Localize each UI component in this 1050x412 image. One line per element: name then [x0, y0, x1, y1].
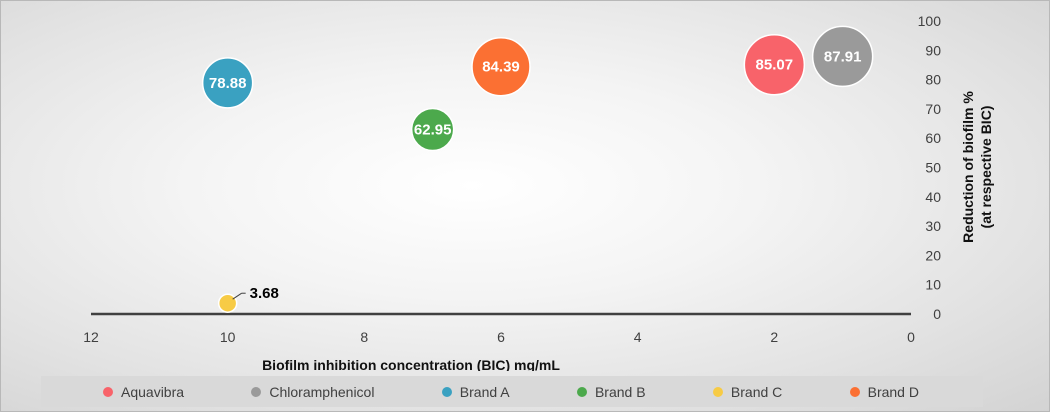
legend-label: Aquavibra	[121, 383, 185, 400]
x-tick-label: 6	[497, 329, 505, 345]
data-label-leader-line	[232, 292, 242, 300]
bubble-data-label: 84.39	[482, 59, 520, 76]
legend-item-chloramphenicol: Chloramphenicol	[251, 384, 374, 400]
bubble-chloramphenicol	[811, 25, 874, 88]
y-tick-label: 20	[925, 247, 941, 263]
legend-marker-icon	[251, 386, 262, 397]
legend-label: Chloramphenicol	[269, 383, 375, 400]
bubble-data-label: 85.07	[756, 57, 794, 74]
legend-item-brand-d: Brand D	[849, 383, 919, 400]
x-tick-label: 4	[634, 329, 642, 345]
bubble-data-label: 87.91	[824, 48, 862, 65]
legend-marker-icon	[576, 386, 587, 397]
legend-label: Brand C	[730, 383, 783, 400]
bubble-data-label: 62.95	[414, 122, 452, 139]
x-tick-label: 2	[770, 329, 778, 345]
legend-label: Brand D	[867, 383, 919, 400]
x-tick-label: 10	[220, 329, 236, 345]
legend-marker-icon	[103, 386, 113, 397]
bubble-brand-b	[410, 107, 455, 152]
bubble-data-label: 78.88	[209, 75, 247, 92]
y-tick-label: 10	[925, 277, 941, 293]
x-axis-title: Biofilm inhibition concentration (BIC) m…	[262, 357, 560, 371]
bubble-aquavibra	[743, 33, 806, 96]
legend-item-brand-c: Brand C	[712, 383, 783, 400]
y-tick-label: 80	[925, 72, 941, 88]
legend-label: Brand A	[459, 383, 510, 400]
chart-legend: Aquavibra Chloramphenicol Brand A Brand …	[41, 376, 983, 407]
bubble-brand-c	[217, 293, 238, 313]
legend-marker-icon	[712, 386, 723, 397]
y-tick-label: 0	[933, 306, 941, 322]
legend-item-brand-a: Brand A	[441, 383, 510, 400]
legend-item-aquavibra: Aquavibra	[103, 384, 184, 400]
y-tick-label: 100	[918, 13, 942, 29]
y-tick-label: 50	[925, 160, 941, 176]
y-tick-label: 30	[925, 218, 941, 234]
x-tick-label: 8	[360, 329, 368, 345]
y-tick-label: 90	[925, 42, 941, 58]
legend-label: Brand B	[594, 383, 646, 400]
bubble-brand-d	[471, 36, 531, 97]
legend-marker-icon	[441, 386, 452, 397]
x-tick-label: 12	[83, 329, 99, 345]
bubble-brand-a	[201, 57, 254, 109]
y-axis-title: Reduction of biofilm % (at respective BIC…	[960, 91, 994, 243]
x-tick-label: 0	[907, 329, 915, 345]
y-tick-label: 40	[925, 189, 941, 205]
y-tick-label: 60	[925, 130, 941, 146]
legend-item-brand-b: Brand B	[576, 383, 646, 400]
legend-marker-icon	[849, 386, 860, 397]
bubble-data-label: 3.68	[250, 285, 279, 302]
y-tick-label: 70	[925, 101, 941, 117]
